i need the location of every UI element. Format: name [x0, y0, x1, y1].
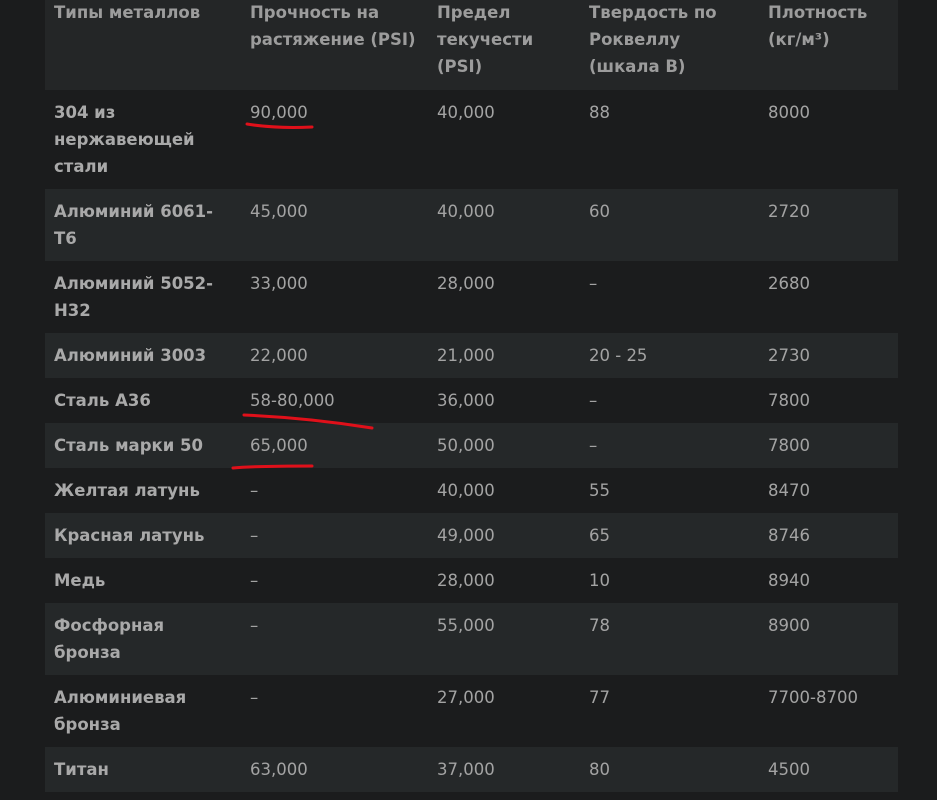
rockwell-hardness-cell: – [589, 391, 598, 410]
metal-name-cell: Алюминиевая бронза [54, 688, 187, 734]
tensile-strength-cell: 63,000 [250, 760, 308, 779]
yield-strength-cell: 49,000 [437, 526, 495, 545]
metal-name-cell: Сталь A36 [54, 391, 151, 410]
yield-strength-cell: 28,000 [437, 571, 495, 590]
table-row: Сталь A36 58-80,000 36,000 – 7800 [45, 378, 898, 423]
density-cell: 8746 [768, 526, 810, 545]
header-tensile-strength-label: Прочность на растяжение (PSI) [250, 3, 416, 49]
header-yield-strength: Предел текучести (PSI) [428, 0, 580, 90]
rockwell-hardness-cell: – [589, 436, 598, 455]
table-header: Типы металлов Прочность на растяжение (P… [45, 0, 898, 90]
rockwell-hardness-cell: 80 [589, 760, 610, 779]
density-cell: 2720 [768, 202, 810, 221]
yield-strength-cell: 55,000 [437, 616, 495, 635]
table-body: 304 из нержавеющей стали 90,000 40,000 88 80… [45, 90, 898, 792]
density-cell: 2730 [768, 346, 810, 365]
yield-strength-cell: 37,000 [437, 760, 495, 779]
density-cell: 8470 [768, 481, 810, 500]
rockwell-hardness-cell: – [589, 274, 598, 293]
metal-name-cell: Желтая латунь [54, 481, 200, 500]
rockwell-hardness-cell: 65 [589, 526, 610, 545]
header-tensile-strength: Прочность на растяжение (PSI) [241, 0, 428, 90]
tensile-strength-cell: 22,000 [250, 346, 308, 365]
tensile-strength-cell: – [250, 481, 259, 500]
tensile-strength-cell: 45,000 [250, 202, 308, 221]
yield-strength-cell: 40,000 [437, 202, 495, 221]
table-row: Красная латунь – 49,000 65 8746 [45, 513, 898, 558]
density-cell: 2680 [768, 274, 810, 293]
yield-strength-cell: 21,000 [437, 346, 495, 365]
yield-strength-cell: 27,000 [437, 688, 495, 707]
header-rockwell-hardness: Твердость по Роквеллу (шкала B) [580, 0, 759, 90]
header-metal-type-label: Типы металлов [54, 3, 201, 22]
metal-name-cell: 304 из нержавеющей стали [54, 103, 195, 176]
metal-name-cell: Сталь марки 50 [54, 436, 203, 455]
metals-properties-table: Типы металлов Прочность на растяжение (P… [45, 0, 898, 792]
table-row: Алюминий 3003 22,000 21,000 20 - 25 2730 [45, 333, 898, 378]
metal-name-cell: Фосфорная бронза [54, 616, 165, 662]
table-row: Алюминиевая бронза – 27,000 77 7700-8700 [45, 675, 898, 747]
rockwell-hardness-cell: 60 [589, 202, 610, 221]
rockwell-hardness-cell: 20 - 25 [589, 346, 648, 365]
density-cell: 7800 [768, 436, 810, 455]
metal-name-cell: Красная латунь [54, 526, 205, 545]
table-row: Фосфорная бронза – 55,000 78 8900 [45, 603, 898, 675]
tensile-strength-cell: – [250, 571, 259, 590]
header-rockwell-hardness-label: Твердость по Роквеллу (шкала B) [589, 3, 717, 76]
table-row: Титан 63,000 37,000 80 4500 [45, 747, 898, 792]
table-row: Сталь марки 50 65,000 50,000 – 7800 [45, 423, 898, 468]
density-cell: 4500 [768, 760, 810, 779]
tensile-strength-cell: 33,000 [250, 274, 308, 293]
tensile-strength-cell: 90,000 [250, 103, 308, 122]
header-yield-strength-label: Предел текучести (PSI) [437, 3, 534, 76]
rockwell-hardness-cell: 55 [589, 481, 610, 500]
rockwell-hardness-cell: 77 [589, 688, 610, 707]
yield-strength-cell: 40,000 [437, 481, 495, 500]
tensile-strength-cell: – [250, 616, 259, 635]
table-row: Медь – 28,000 10 8940 [45, 558, 898, 603]
tensile-strength-cell: 58-80,000 [250, 391, 335, 410]
metal-name-cell: Медь [54, 571, 106, 590]
density-cell: 8900 [768, 616, 810, 635]
metal-name-cell: Алюминий 6061-T6 [54, 202, 213, 248]
yield-strength-cell: 36,000 [437, 391, 495, 410]
header-density-label: Плотность (кг/м³) [768, 3, 868, 49]
tensile-strength-cell: – [250, 526, 259, 545]
metal-name-cell: Алюминий 5052-H32 [54, 274, 213, 320]
yield-strength-cell: 50,000 [437, 436, 495, 455]
table-row: 304 из нержавеющей стали 90,000 40,000 88 80… [45, 90, 898, 189]
tensile-strength-cell: 65,000 [250, 436, 308, 455]
density-cell: 8940 [768, 571, 810, 590]
metal-name-cell: Титан [54, 760, 109, 779]
metal-name-cell: Алюминий 3003 [54, 346, 207, 365]
table-row: Алюминий 6061-T6 45,000 40,000 60 2720 [45, 189, 898, 261]
header-density: Плотность (кг/м³) [759, 0, 898, 90]
table-row: Желтая латунь – 40,000 55 8470 [45, 468, 898, 513]
table-row: Алюминий 5052-H32 33,000 28,000 – 2680 [45, 261, 898, 333]
header-row: Типы металлов Прочность на растяжение (P… [45, 0, 898, 90]
rockwell-hardness-cell: 78 [589, 616, 610, 635]
density-cell: 8000 [768, 103, 810, 122]
density-cell: 7700-8700 [768, 688, 858, 707]
yield-strength-cell: 40,000 [437, 103, 495, 122]
rockwell-hardness-cell: 10 [589, 571, 610, 590]
density-cell: 7800 [768, 391, 810, 410]
rockwell-hardness-cell: 88 [589, 103, 610, 122]
tensile-strength-cell: – [250, 688, 259, 707]
header-metal-type: Типы металлов [45, 0, 241, 90]
yield-strength-cell: 28,000 [437, 274, 495, 293]
